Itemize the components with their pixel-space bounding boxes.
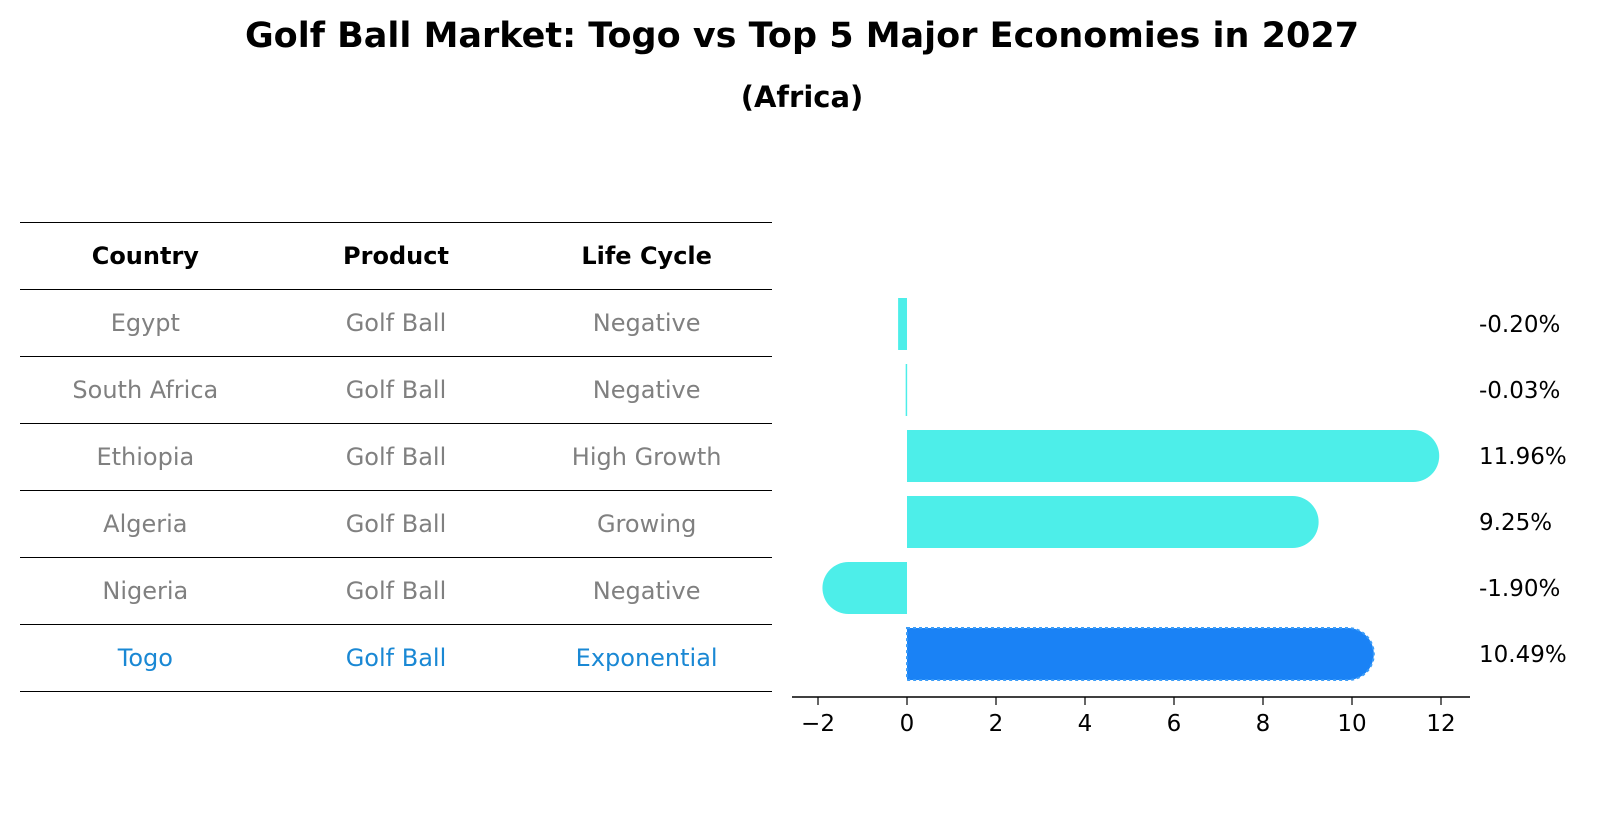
bar-south-africa [905, 364, 908, 416]
cell-life-cycle: Negative [592, 577, 701, 605]
bar-value-label: 11.96% [1479, 444, 1567, 470]
header-country: Country [91, 242, 199, 270]
chart-subtitle: (Africa) [740, 80, 864, 114]
bar-value-label: -0.03% [1479, 378, 1560, 404]
table-row: South Africa Golf Ball Negative [20, 357, 772, 424]
chart-title: Golf Ball Market: Togo vs Top 5 Major Ec… [244, 16, 1360, 56]
bar-nigeria [822, 562, 907, 614]
cell-product: Golf Ball [345, 644, 447, 672]
bar-value-label: 9.25% [1479, 510, 1552, 536]
cell-country: Nigeria [102, 577, 189, 605]
bar-algeria [907, 496, 1319, 548]
cell-product: Golf Ball [345, 510, 447, 538]
x-tick-label: 10 [1337, 711, 1366, 737]
bar-togo [906, 627, 1375, 681]
market-table: Country Product Life Cycle Egypt Golf Ba… [20, 222, 772, 692]
x-tick-label: 2 [989, 711, 1004, 737]
cell-country: Ethiopia [96, 443, 195, 471]
cell-product: Golf Ball [345, 376, 447, 404]
header-product: Product [343, 242, 449, 270]
x-tick-label: 12 [1426, 711, 1455, 737]
header-life-cycle: Life Cycle [581, 242, 712, 270]
cell-country: South Africa [72, 376, 219, 404]
table-row-highlight: Togo Golf Ball Exponential [20, 625, 772, 692]
table-row: Nigeria Golf Ball Negative [20, 558, 772, 625]
cell-product: Golf Ball [345, 577, 447, 605]
x-tick-label: 8 [1256, 711, 1271, 737]
x-tick-label: 0 [900, 711, 915, 737]
table-row: Algeria Golf Ball Growing [20, 491, 772, 558]
bar-value-label: 10.49% [1479, 642, 1567, 668]
table-header-row: Country Product Life Cycle [20, 223, 772, 290]
x-tick-label: 4 [1078, 711, 1093, 737]
cell-product: Golf Ball [345, 443, 447, 471]
bar-value-label: -0.20% [1479, 312, 1560, 338]
cell-life-cycle: Growing [596, 510, 697, 538]
cell-life-cycle: Negative [592, 309, 701, 337]
cell-country: Algeria [103, 510, 188, 538]
x-tick-label: 6 [1167, 711, 1182, 737]
cell-life-cycle: Exponential [575, 644, 718, 672]
cell-country: Egypt [110, 309, 180, 337]
bar-egypt [898, 298, 907, 350]
cell-country: Togo [117, 644, 173, 672]
cell-life-cycle: High Growth [571, 443, 722, 471]
table-row: Ethiopia Golf Ball High Growth [20, 424, 772, 491]
bar-value-label: -1.90% [1479, 576, 1560, 602]
cell-product: Golf Ball [345, 309, 447, 337]
bar-ethiopia [907, 430, 1440, 482]
table-row: Egypt Golf Ball Negative [20, 290, 772, 357]
cell-life-cycle: Negative [592, 376, 701, 404]
x-tick-label: −2 [801, 711, 835, 737]
